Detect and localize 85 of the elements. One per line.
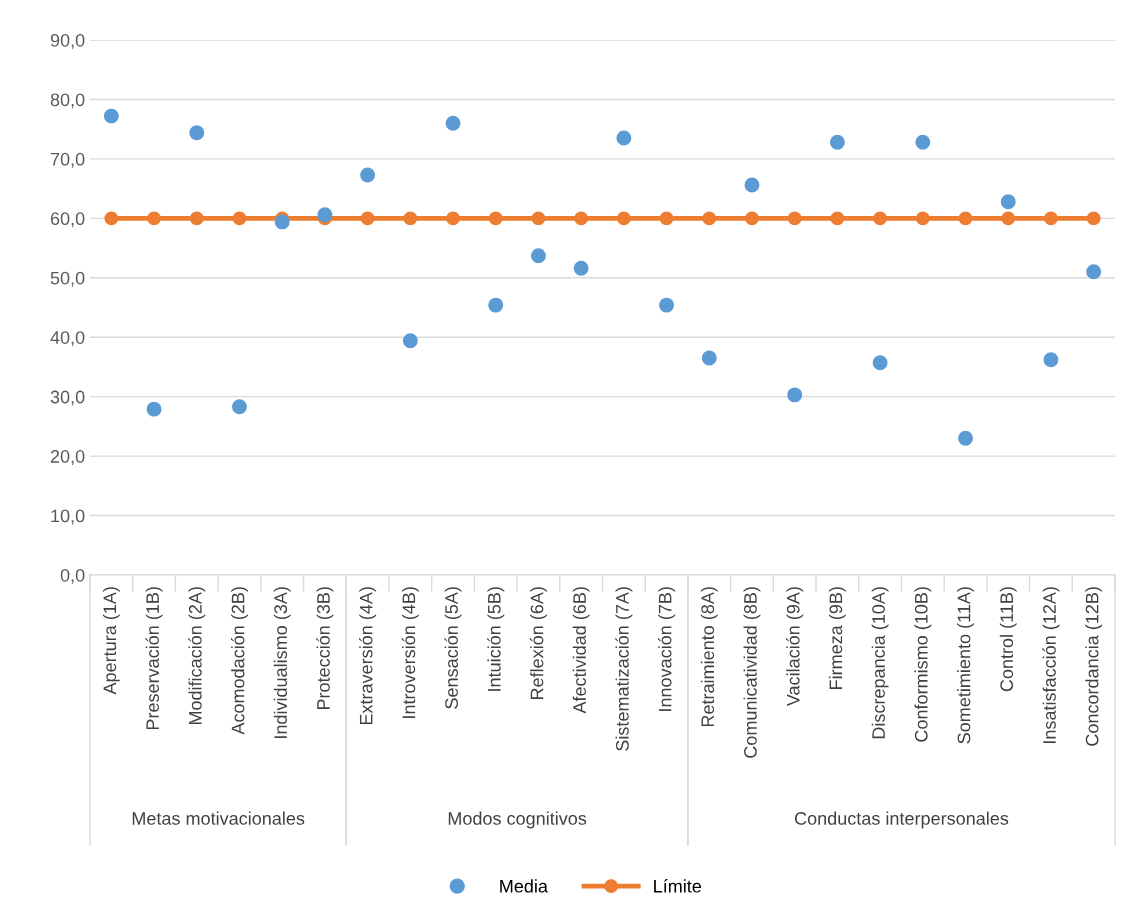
text: Metas motivacionales: [132, 811, 305, 825]
x-tick-label: Intuición (5B): [487, 587, 505, 691]
point: [232, 211, 247, 226]
x-tick-label: Vacilación (9A): [786, 587, 804, 707]
y-tick-label: 30,0: [50, 390, 85, 406]
point: [446, 211, 460, 226]
x-tick-label: Insatisfacción (12A): [1042, 587, 1060, 743]
point: [659, 211, 674, 226]
point: [616, 130, 632, 146]
y-tick-label: 70,0: [50, 152, 85, 168]
legend-label: Límite: [654, 879, 702, 893]
point: [787, 387, 803, 403]
x-tick-label: Afectividad (6B): [572, 587, 590, 714]
point: [445, 115, 461, 131]
point: [360, 211, 375, 226]
x-tick-label: Individualismo (3A): [273, 587, 291, 738]
text: Modos cognitivos: [448, 811, 587, 829]
x-tick-label: Apertura (1A): [102, 587, 120, 695]
point: [1086, 264, 1102, 280]
x-tick-label: Firmeza (9B): [828, 587, 846, 689]
point: [360, 167, 376, 183]
y-tick-label: 60,0: [50, 212, 85, 228]
point: [403, 211, 418, 226]
x-tick-label: Sensación (5A): [444, 587, 462, 709]
point: [1000, 194, 1016, 210]
y-tick-label: 50,0: [50, 271, 85, 287]
x-tick-label: Acomodación (2B): [230, 587, 248, 735]
point: [1001, 211, 1016, 226]
legend-label: Media: [500, 879, 548, 893]
point: [147, 211, 162, 226]
y-tick-label: 20,0: [50, 450, 85, 465]
point: [146, 401, 162, 417]
point: [659, 297, 675, 313]
point: [829, 134, 845, 150]
point: [830, 211, 845, 226]
point: [574, 211, 589, 226]
point: [744, 177, 760, 193]
point: [1043, 352, 1059, 368]
point: [189, 125, 205, 141]
y-tick-label: 80,0: [50, 93, 85, 109]
point: [274, 214, 290, 230]
x-tick-label: Innovación (7B): [658, 587, 676, 711]
point: [702, 211, 717, 226]
point: [488, 211, 503, 226]
point: [189, 211, 204, 226]
x-tick-label: Sometimiento (11A): [957, 587, 974, 744]
point: [573, 260, 589, 276]
x-tick-label: Sistematización (7A): [615, 587, 633, 751]
point: [1043, 211, 1058, 226]
point: [531, 211, 546, 226]
point: [488, 297, 504, 313]
x-tick-label: Modificación (2A): [188, 587, 206, 725]
point: [616, 211, 631, 226]
point: [232, 399, 247, 415]
point: [915, 211, 930, 226]
x-tick-label: Reflexión (6A): [529, 587, 547, 700]
y-tick-label: 90,0: [50, 33, 85, 49]
x-tick-label: Preservación (1B): [145, 587, 163, 730]
y-tick-label: 0,0: [60, 568, 85, 584]
point: [317, 207, 333, 223]
point: [958, 430, 973, 446]
point: [104, 211, 119, 226]
x-tick-label: Protección (3B): [316, 587, 334, 710]
point: [915, 134, 931, 150]
y-tick-label: 40,0: [50, 331, 85, 347]
text: Conductas interpersonales: [794, 811, 1009, 829]
x-tick-label: Concordancia (12B): [1085, 587, 1103, 746]
x-tick-label: Discrepancia (10A): [871, 587, 889, 739]
point: [787, 211, 802, 226]
y-tick-label: 10,0: [51, 509, 85, 525]
x-tick-label: Introversión (4B): [401, 587, 419, 718]
x-tick-label: Extraversión (4A): [359, 587, 377, 725]
point: [701, 350, 717, 366]
point: [958, 211, 973, 226]
point: [873, 211, 888, 226]
point: [530, 248, 546, 264]
point: [1086, 211, 1101, 226]
point: [103, 108, 119, 124]
point: [402, 333, 418, 349]
x-tick-label: Comunicatividad (8B): [743, 587, 761, 758]
x-tick-label: Retraimiento (8A): [700, 587, 718, 727]
x-tick-label: Control (11B): [999, 587, 1017, 692]
point: [872, 355, 888, 371]
x-tick-label: Conformismo (10B): [914, 587, 932, 742]
point: [745, 211, 759, 226]
